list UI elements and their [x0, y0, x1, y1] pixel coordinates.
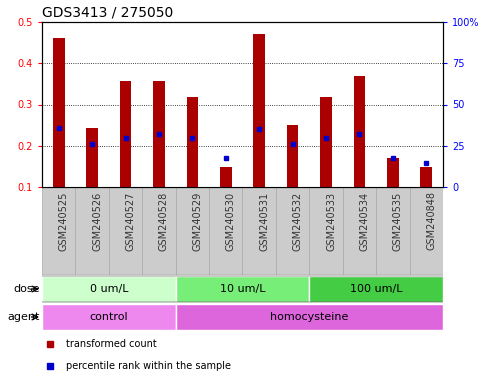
Text: 10 um/L: 10 um/L: [220, 284, 265, 294]
Text: GSM240535: GSM240535: [393, 191, 403, 251]
Bar: [176, 276, 309, 301]
Text: GDS3413 / 275050: GDS3413 / 275050: [42, 5, 173, 20]
Bar: [53, 38, 65, 187]
Text: GSM240527: GSM240527: [126, 191, 136, 251]
Bar: [176, 187, 209, 275]
Text: GSM240526: GSM240526: [92, 191, 102, 251]
Bar: [42, 276, 176, 301]
Bar: [354, 76, 365, 187]
Bar: [410, 187, 443, 275]
Text: control: control: [89, 312, 128, 322]
Bar: [142, 187, 176, 275]
Bar: [320, 97, 332, 187]
Text: GSM240534: GSM240534: [359, 191, 369, 250]
Bar: [176, 305, 443, 329]
Bar: [120, 81, 131, 187]
Text: percentile rank within the sample: percentile rank within the sample: [66, 361, 231, 371]
Bar: [153, 81, 165, 187]
Bar: [276, 187, 309, 275]
Text: GSM240525: GSM240525: [59, 191, 69, 251]
Bar: [75, 187, 109, 275]
Text: homocysteine: homocysteine: [270, 312, 349, 322]
Text: GSM240533: GSM240533: [326, 191, 336, 250]
Bar: [287, 125, 298, 187]
Bar: [42, 187, 75, 275]
Text: GSM240528: GSM240528: [159, 191, 169, 251]
Bar: [254, 35, 265, 187]
Bar: [220, 167, 232, 187]
Text: GSM240532: GSM240532: [293, 191, 303, 251]
Text: 0 um/L: 0 um/L: [89, 284, 128, 294]
Bar: [209, 187, 242, 275]
Bar: [343, 187, 376, 275]
Bar: [186, 97, 198, 187]
Bar: [420, 167, 432, 187]
Bar: [242, 187, 276, 275]
Bar: [376, 187, 410, 275]
Text: agent: agent: [8, 312, 40, 322]
Bar: [109, 187, 142, 275]
Bar: [86, 128, 98, 187]
Text: dose: dose: [14, 284, 40, 294]
Text: GSM240848: GSM240848: [426, 191, 436, 250]
Text: GSM240529: GSM240529: [192, 191, 202, 251]
Text: GSM240530: GSM240530: [226, 191, 236, 250]
Bar: [387, 158, 399, 187]
Text: 100 um/L: 100 um/L: [350, 284, 402, 294]
Text: transformed count: transformed count: [66, 339, 157, 349]
Text: GSM240531: GSM240531: [259, 191, 269, 250]
Bar: [309, 187, 343, 275]
Bar: [309, 276, 443, 301]
Bar: [42, 305, 176, 329]
